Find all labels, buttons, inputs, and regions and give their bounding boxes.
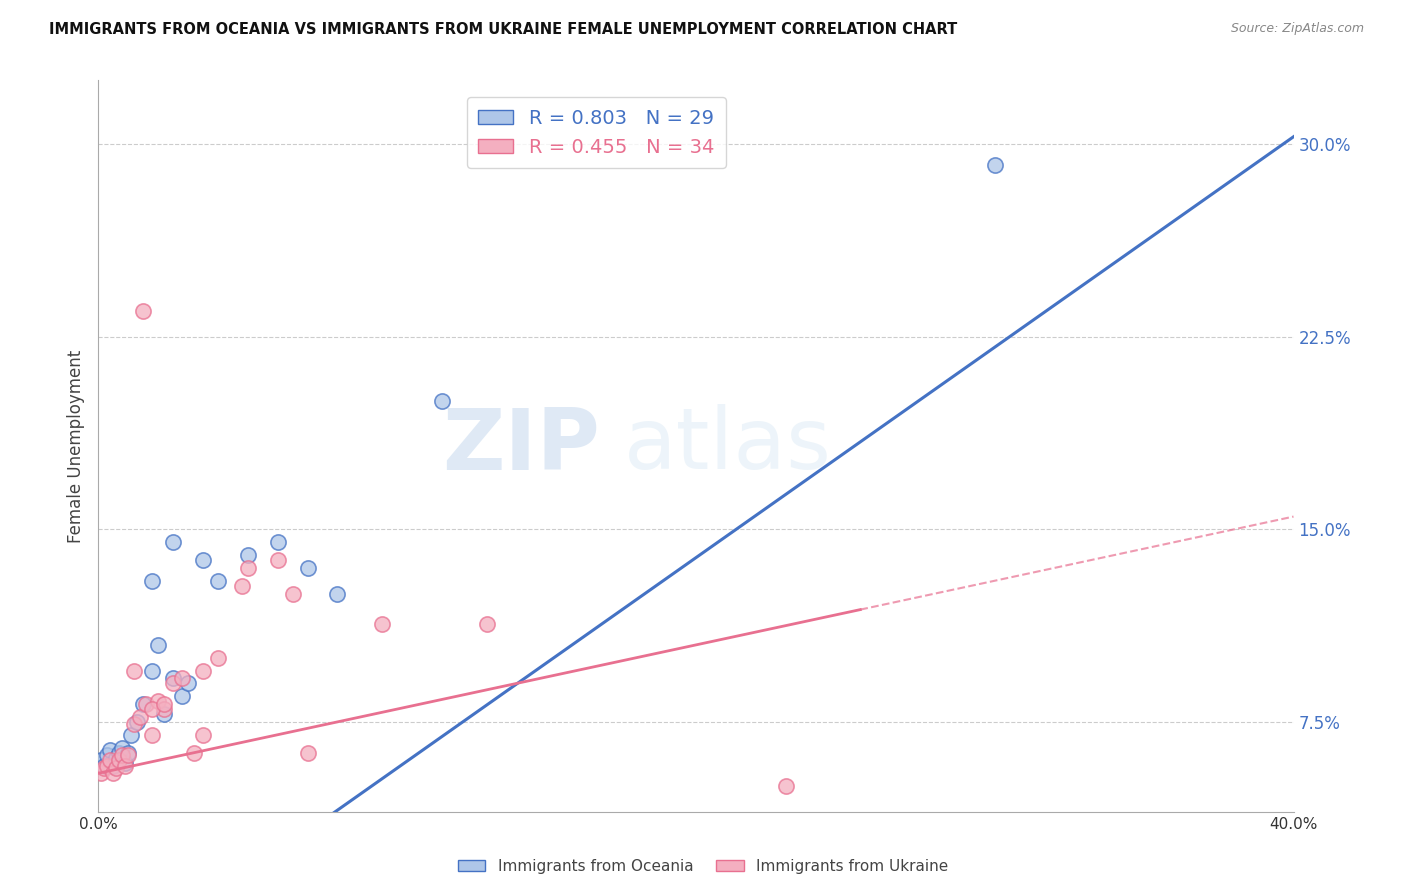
- Y-axis label: Female Unemployment: Female Unemployment: [66, 350, 84, 542]
- Point: [153, 707, 176, 722]
- Point: [162, 535, 184, 549]
- Point: [475, 617, 498, 632]
- Text: IMMIGRANTS FROM OCEANIA VS IMMIGRANTS FROM UKRAINE FEMALE UNEMPLOYMENT CORRELATI: IMMIGRANTS FROM OCEANIA VS IMMIGRANTS FR…: [49, 22, 957, 37]
- Point: [172, 671, 194, 685]
- Point: [162, 671, 184, 685]
- Point: [141, 702, 163, 716]
- Point: [135, 697, 157, 711]
- Point: [267, 553, 290, 567]
- Point: [236, 548, 259, 562]
- Point: [371, 617, 394, 632]
- Point: [297, 561, 319, 575]
- Point: [297, 746, 319, 760]
- Point: [430, 394, 453, 409]
- Legend: Immigrants from Oceania, Immigrants from Ukraine: Immigrants from Oceania, Immigrants from…: [451, 853, 955, 880]
- Point: [98, 753, 122, 767]
- Point: [111, 748, 134, 763]
- Point: [984, 158, 1007, 172]
- Point: [132, 304, 155, 318]
- Text: atlas: atlas: [624, 404, 832, 488]
- Point: [90, 766, 112, 780]
- Point: [108, 746, 131, 760]
- Point: [93, 758, 115, 772]
- Point: [141, 574, 163, 588]
- Point: [191, 728, 214, 742]
- Point: [96, 758, 118, 772]
- Legend: R = 0.803   N = 29, R = 0.455   N = 34: R = 0.803 N = 29, R = 0.455 N = 34: [467, 97, 725, 169]
- Point: [281, 586, 304, 600]
- Point: [141, 728, 163, 742]
- Point: [207, 650, 229, 665]
- Point: [177, 676, 200, 690]
- Point: [191, 553, 214, 567]
- Point: [127, 714, 149, 729]
- Point: [148, 638, 170, 652]
- Point: [114, 758, 136, 772]
- Point: [191, 664, 214, 678]
- Point: [172, 690, 194, 704]
- Point: [148, 694, 170, 708]
- Point: [108, 753, 131, 767]
- Point: [103, 766, 125, 780]
- Point: [129, 710, 152, 724]
- Point: [93, 761, 115, 775]
- Point: [105, 751, 128, 765]
- Point: [326, 586, 349, 600]
- Point: [267, 535, 290, 549]
- Point: [117, 748, 139, 763]
- Text: Source: ZipAtlas.com: Source: ZipAtlas.com: [1230, 22, 1364, 36]
- Point: [153, 702, 176, 716]
- Point: [775, 779, 797, 793]
- Point: [120, 728, 142, 742]
- Point: [141, 664, 163, 678]
- Point: [183, 746, 205, 760]
- Point: [124, 717, 146, 731]
- Point: [153, 697, 176, 711]
- Point: [132, 697, 155, 711]
- Point: [98, 743, 122, 757]
- Point: [103, 758, 125, 772]
- Point: [90, 753, 112, 767]
- Point: [162, 676, 184, 690]
- Text: ZIP: ZIP: [443, 404, 600, 488]
- Point: [231, 579, 253, 593]
- Point: [96, 748, 118, 763]
- Point: [117, 746, 139, 760]
- Point: [236, 561, 259, 575]
- Point: [111, 740, 134, 755]
- Point: [207, 574, 229, 588]
- Point: [114, 756, 136, 770]
- Point: [105, 761, 128, 775]
- Point: [124, 664, 146, 678]
